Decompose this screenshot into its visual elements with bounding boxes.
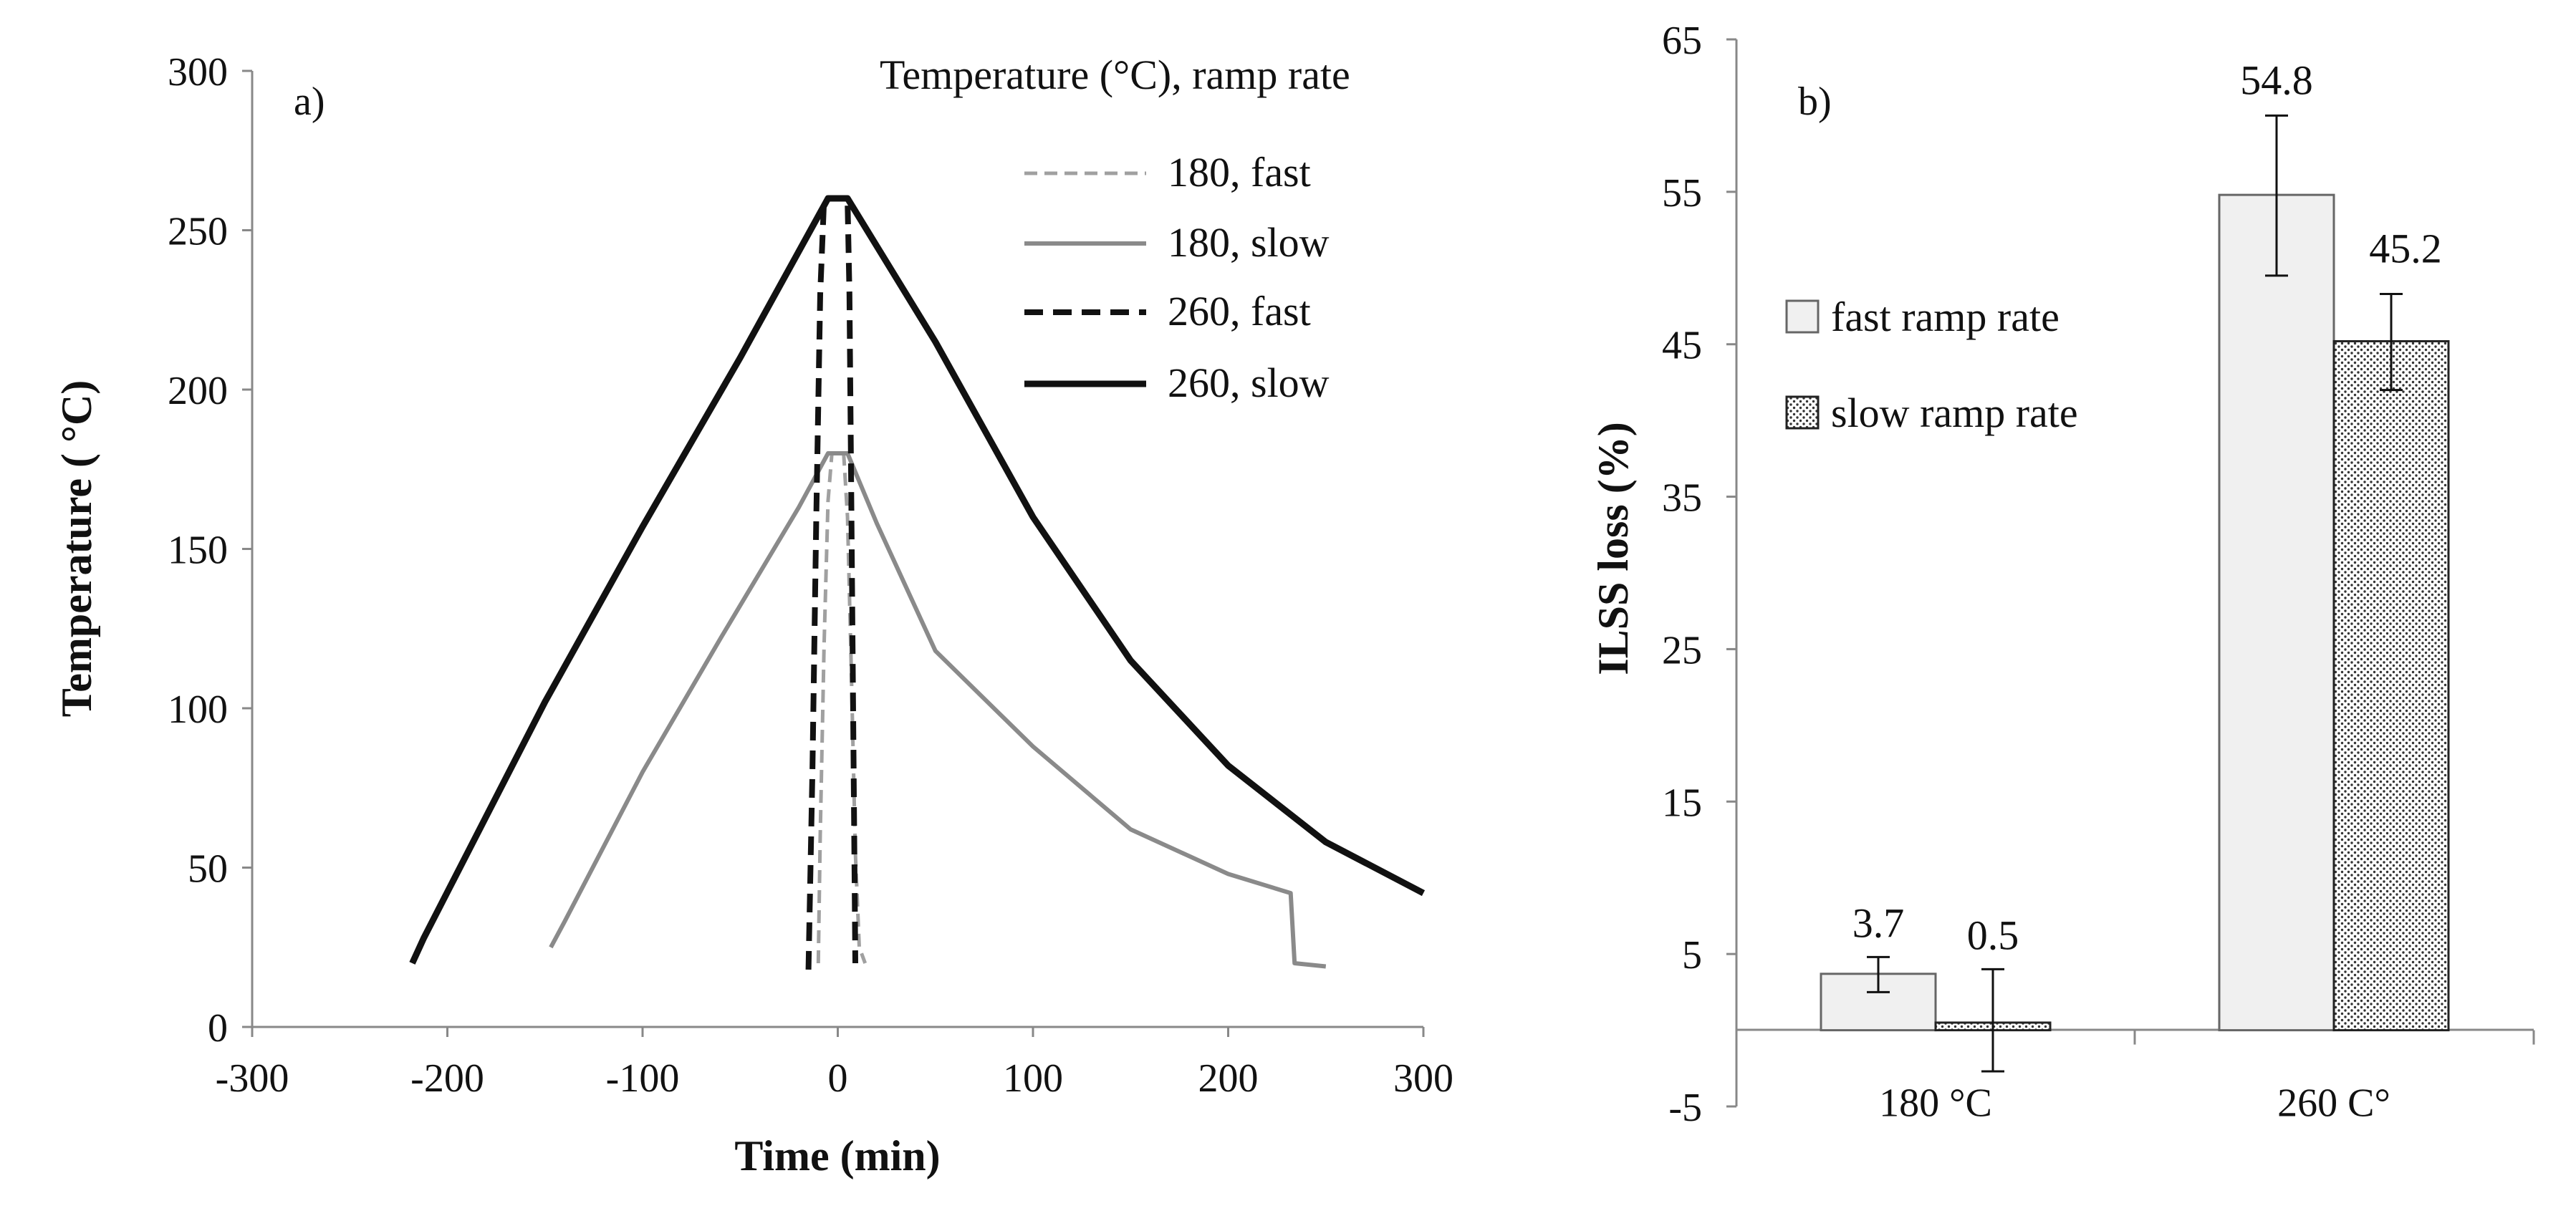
data-label-slow-ramp-rate-180-c: 0.5	[1967, 912, 2019, 958]
temperature-profile-chart: 0 50 100 150 200 250 300 -300 -200 -100 0 100 200 30…	[53, 50, 1453, 1179]
y-tick-label: 5	[1682, 933, 1702, 978]
legend-swatch-fast	[1785, 299, 1820, 334]
legend-label-260-slow: 260, slow	[1168, 360, 1330, 406]
bar-fast-ramp-rate-260-c	[2218, 193, 2335, 1032]
legend-swatch-slow	[1785, 395, 1820, 430]
legend-label-slow: slow ramp rate	[1831, 390, 2078, 436]
y-axis-title: ILSS loss (%)	[1590, 422, 1637, 675]
legend-label-260-fast: 260, fast	[1168, 288, 1311, 334]
y-tick-label: 65	[1662, 19, 1702, 63]
y-ticks: 0 50 100 150 200 250 300	[168, 50, 252, 1051]
y-tick-label: 300	[168, 50, 228, 95]
y-tick-label: -5	[1668, 1086, 1702, 1130]
y-tick-label: 45	[1662, 324, 1702, 368]
panel-label: b)	[1798, 79, 1832, 124]
panel-label: a)	[294, 79, 325, 124]
legend-title: Temperature (°C), ramp rate	[880, 52, 1350, 98]
x-tick-label: 200	[1198, 1056, 1259, 1101]
y-tick-label: 0	[208, 1006, 228, 1051]
x-tick-label: 100	[1003, 1056, 1063, 1101]
x-ticks: -300 -200 -100 0 100 200 300	[216, 1027, 1453, 1101]
category-label: 260 C°	[2277, 1081, 2390, 1126]
y-tick-label: 50	[188, 847, 228, 892]
y-tick-label: 25	[1662, 628, 1702, 672]
legend-label-180-fast: 180, fast	[1168, 149, 1311, 196]
ilss-loss-chart: -5 5 15 25 35 45 55 65 3.7 0.5 54.8 45.2 180 °C 260…	[1590, 19, 2535, 1130]
legend-label-180-slow: 180, slow	[1168, 219, 1330, 266]
x-tick-label: 0	[828, 1056, 848, 1101]
x-tick-label: -200	[410, 1056, 484, 1101]
legend: Temperature (°C), ramp rate 180, fast 18…	[880, 52, 1350, 406]
y-ticks: -5 5 15 25 35 45 55 65	[1662, 19, 2535, 1130]
y-tick-label: 35	[1662, 476, 1702, 521]
legend-label-fast: fast ramp rate	[1831, 294, 2060, 340]
category-label: 180 °C	[1879, 1081, 1992, 1126]
x-tick-label: 300	[1393, 1056, 1453, 1101]
series-line-180-fast	[816, 451, 868, 964]
data-label-fast-ramp-rate-180-c: 3.7	[1852, 899, 1905, 946]
error-bars	[1867, 114, 2403, 1073]
bars	[1820, 193, 2450, 1032]
x-tick-label: -300	[216, 1056, 289, 1101]
y-tick-label: 200	[168, 369, 228, 413]
category-labels: 180 °C 260 C°	[1879, 1081, 2390, 1126]
y-tick-label: 150	[168, 529, 228, 573]
legend: fast ramp rate slow ramp rate	[1785, 294, 2078, 436]
y-tick-label: 15	[1662, 781, 1702, 825]
x-axis-title: Time (min)	[734, 1132, 940, 1179]
y-tick-label: 100	[168, 687, 228, 732]
series-line-260-slow	[409, 195, 1426, 965]
data-label-fast-ramp-rate-260-c: 54.8	[2240, 57, 2313, 103]
series-lines	[409, 195, 1426, 970]
y-tick-label: 55	[1662, 171, 1702, 216]
y-axis-title: Temperature ( °C)	[53, 380, 100, 718]
x-tick-label: -100	[606, 1056, 680, 1101]
series-line-180-slow	[549, 451, 1327, 969]
data-labels: 3.7 0.5 54.8 45.2	[1852, 57, 2442, 958]
bar-slow-ramp-rate-260-c	[2332, 339, 2450, 1032]
data-label-slow-ramp-rate-260-c: 45.2	[2369, 225, 2442, 271]
y-tick-label: 250	[168, 210, 228, 254]
